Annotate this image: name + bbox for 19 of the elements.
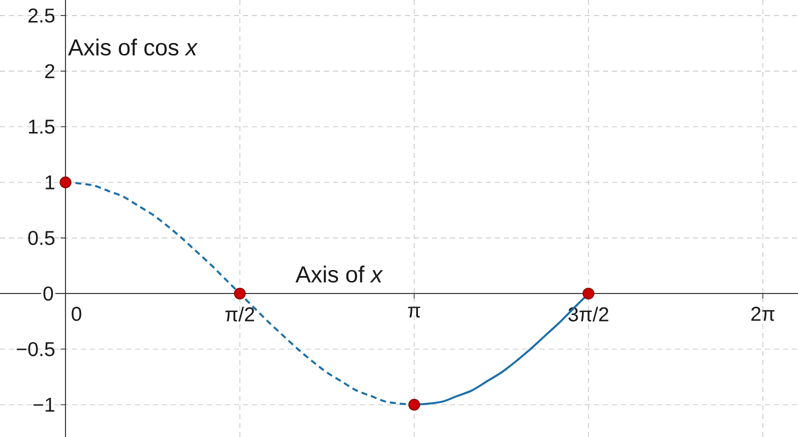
y-tick-label: 0.5 xyxy=(28,230,54,246)
x-tick-label: π/2 xyxy=(225,306,254,322)
point xyxy=(408,398,420,411)
point xyxy=(234,288,246,300)
x-tick-label: 2π xyxy=(751,306,774,321)
y-tick-label: −0.5 xyxy=(16,342,54,356)
y-axis-title: Axis of cos x xyxy=(68,38,198,56)
point xyxy=(582,288,594,300)
y-tick-label: 2 xyxy=(45,64,54,78)
x-tick-label: 0 xyxy=(72,306,82,321)
x-tick-label: π xyxy=(408,306,420,318)
y-tick-label: −1 xyxy=(33,398,54,412)
y-tick-label: 1.5 xyxy=(29,120,54,134)
point xyxy=(60,176,72,188)
y-tick-label: 0 xyxy=(43,286,53,301)
y-tick-label: 2.5 xyxy=(28,8,54,23)
y-tick-label: 1 xyxy=(46,175,54,190)
x-axis-title: Axis of x xyxy=(296,266,384,283)
x-tick-label: 3π/2 xyxy=(568,306,608,322)
